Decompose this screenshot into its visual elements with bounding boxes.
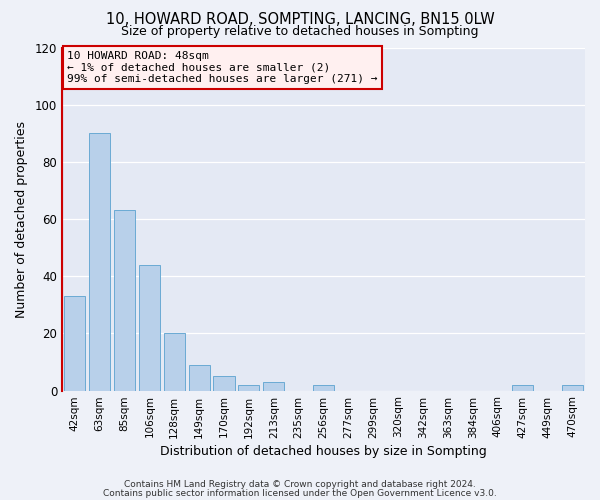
Text: Contains HM Land Registry data © Crown copyright and database right 2024.: Contains HM Land Registry data © Crown c…	[124, 480, 476, 489]
Bar	[512, 385, 533, 390]
Bar	[64, 296, 85, 390]
Bar	[188, 365, 209, 390]
Bar	[139, 265, 160, 390]
Bar	[562, 385, 583, 390]
X-axis label: Distribution of detached houses by size in Sompting: Distribution of detached houses by size …	[160, 444, 487, 458]
Bar	[214, 376, 235, 390]
Text: 10, HOWARD ROAD, SOMPTING, LANCING, BN15 0LW: 10, HOWARD ROAD, SOMPTING, LANCING, BN15…	[106, 12, 494, 28]
Text: 10 HOWARD ROAD: 48sqm
← 1% of detached houses are smaller (2)
99% of semi-detach: 10 HOWARD ROAD: 48sqm ← 1% of detached h…	[67, 51, 378, 84]
Bar	[164, 334, 185, 390]
Bar	[114, 210, 135, 390]
Bar	[238, 385, 259, 390]
Bar	[313, 385, 334, 390]
Y-axis label: Number of detached properties: Number of detached properties	[15, 120, 28, 318]
Text: Contains public sector information licensed under the Open Government Licence v3: Contains public sector information licen…	[103, 488, 497, 498]
Text: Size of property relative to detached houses in Sompting: Size of property relative to detached ho…	[121, 25, 479, 38]
Bar	[263, 382, 284, 390]
Bar	[89, 134, 110, 390]
